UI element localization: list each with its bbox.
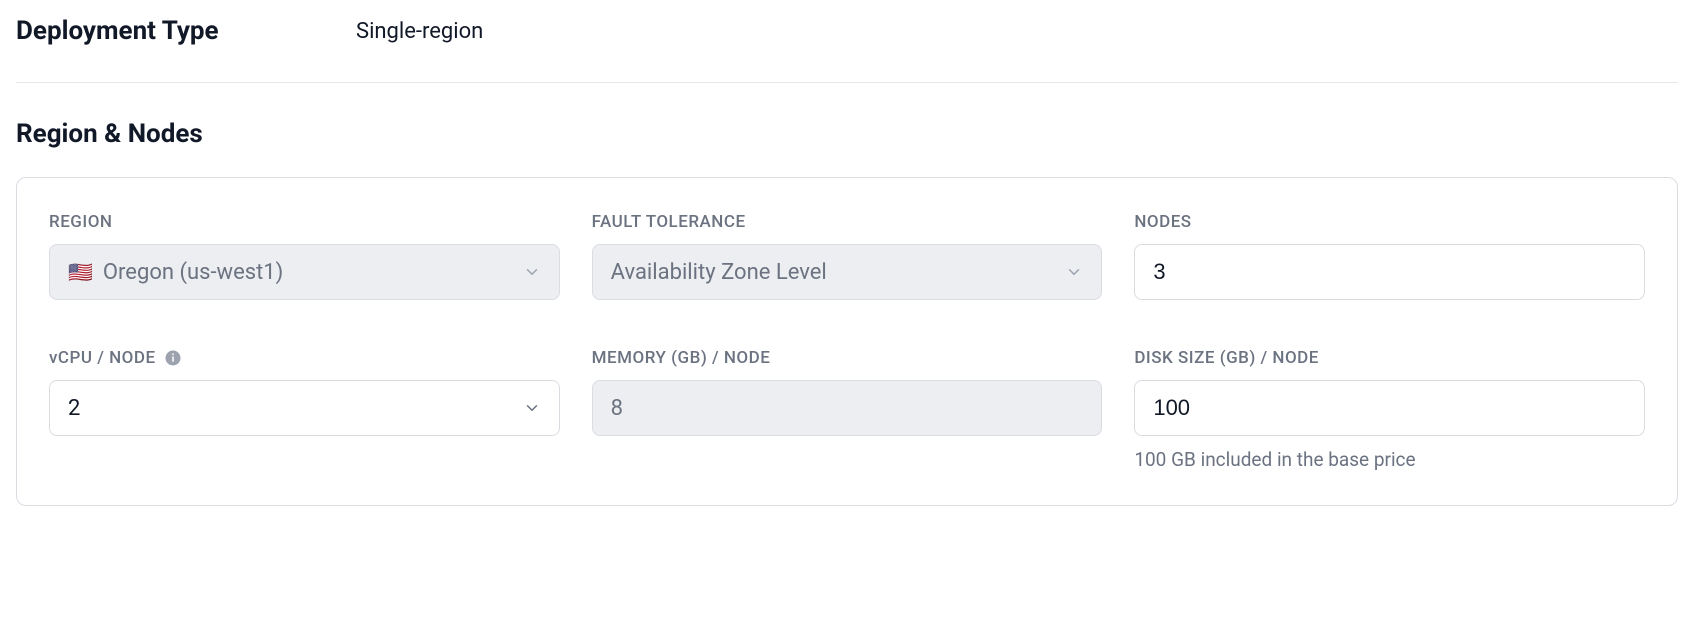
deployment-type-row: Deployment Type Single-region xyxy=(16,16,1678,83)
nodes-label: NODES xyxy=(1134,212,1645,232)
memory-input: 8 xyxy=(592,380,1103,436)
fault-tolerance-select-value: Availability Zone Level xyxy=(611,260,827,285)
info-icon[interactable] xyxy=(164,349,182,367)
chevron-down-icon xyxy=(523,399,541,417)
nodes-input[interactable] xyxy=(1134,244,1645,300)
region-select-value: Oregon (us-west1) xyxy=(103,260,283,285)
region-nodes-title: Region & Nodes xyxy=(16,119,1678,149)
deployment-type-label: Deployment Type xyxy=(16,16,356,46)
region-select[interactable]: 🇺🇸 Oregon (us-west1) xyxy=(49,244,560,300)
region-field: REGION 🇺🇸 Oregon (us-west1) xyxy=(49,212,560,300)
vcpu-label: vCPU / NODE xyxy=(49,348,560,368)
memory-value: 8 xyxy=(611,396,623,421)
vcpu-field: vCPU / NODE 2 xyxy=(49,348,560,471)
us-flag-icon: 🇺🇸 xyxy=(68,262,93,282)
vcpu-label-text: vCPU / NODE xyxy=(49,348,156,368)
nodes-field: NODES xyxy=(1134,212,1645,300)
disk-hint: 100 GB included in the base price xyxy=(1134,448,1645,471)
vcpu-select[interactable]: 2 xyxy=(49,380,560,436)
fault-tolerance-field: FAULT TOLERANCE Availability Zone Level xyxy=(592,212,1103,300)
vcpu-select-value: 2 xyxy=(68,396,80,421)
fault-tolerance-label: FAULT TOLERANCE xyxy=(592,212,1103,232)
memory-field: MEMORY (GB) / NODE 8 xyxy=(592,348,1103,471)
fault-tolerance-select[interactable]: Availability Zone Level xyxy=(592,244,1103,300)
chevron-down-icon xyxy=(523,263,541,281)
disk-field: DISK SIZE (GB) / NODE 100 GB included in… xyxy=(1134,348,1645,471)
region-nodes-panel: REGION 🇺🇸 Oregon (us-west1) FAULT TOLERA… xyxy=(16,177,1678,506)
disk-input[interactable] xyxy=(1134,380,1645,436)
disk-label: DISK SIZE (GB) / NODE xyxy=(1134,348,1645,368)
memory-label: MEMORY (GB) / NODE xyxy=(592,348,1103,368)
deployment-type-value: Single-region xyxy=(356,19,483,44)
chevron-down-icon xyxy=(1065,263,1083,281)
region-label: REGION xyxy=(49,212,560,232)
